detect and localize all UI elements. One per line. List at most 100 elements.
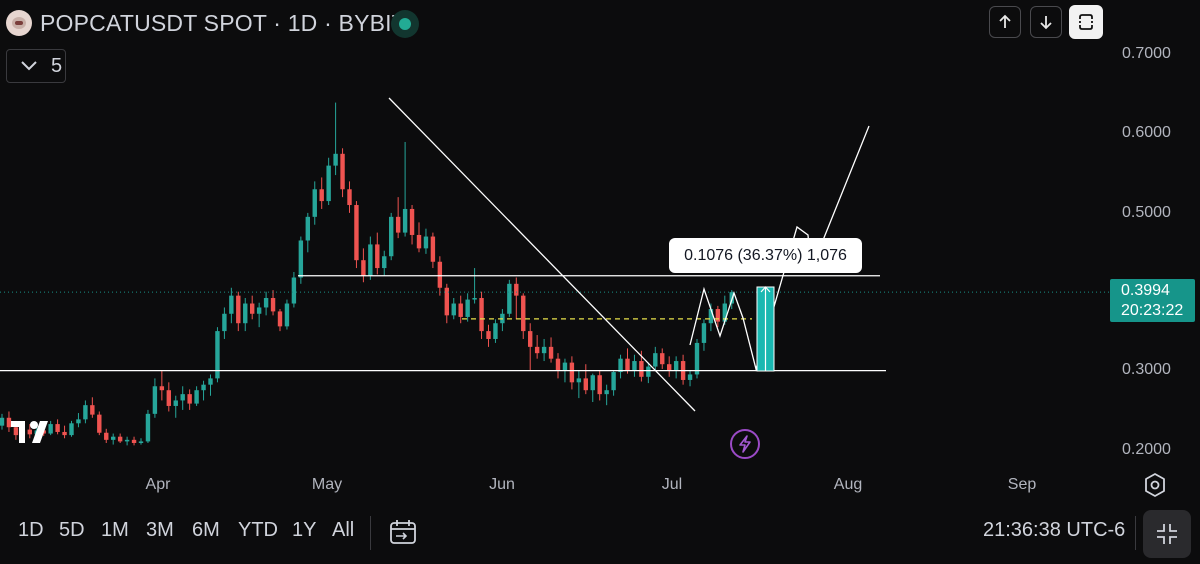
candle — [250, 295, 255, 320]
symbol-title[interactable]: POPCATUSDT SPOT · 1D · BYBIT — [40, 10, 406, 36]
arrow-down-button[interactable] — [1030, 6, 1062, 38]
arrow-down-icon — [1040, 16, 1052, 30]
candle — [201, 380, 206, 401]
collapse-arrows-icon — [1157, 524, 1177, 544]
candle — [354, 201, 359, 269]
range-all-button[interactable]: All — [332, 519, 355, 541]
candle — [76, 413, 81, 428]
candle — [145, 409, 151, 443]
drawings-group — [0, 97, 1110, 443]
range-1d-button[interactable]: 1D — [18, 519, 44, 541]
candle — [256, 302, 262, 328]
candle — [270, 290, 276, 316]
timezone-clock[interactable]: 21:36:38 UTC-6 — [983, 519, 1126, 541]
candle — [229, 287, 234, 324]
candle — [590, 373, 595, 403]
candle — [6, 411, 12, 432]
candle — [604, 384, 609, 406]
candle — [0, 413, 5, 430]
candle — [208, 374, 213, 396]
price-axis-label: 0.2000 — [1122, 441, 1171, 458]
range-6m-button[interactable]: 6M — [192, 519, 220, 541]
candle — [152, 378, 158, 418]
candle — [646, 362, 651, 384]
divider — [1135, 516, 1136, 550]
candle — [660, 348, 665, 369]
settings-gear-icon[interactable] — [1142, 472, 1168, 498]
candle — [117, 433, 123, 443]
candle — [222, 307, 227, 339]
candle — [701, 319, 707, 351]
candle — [69, 420, 74, 437]
candle — [124, 436, 130, 446]
candle — [597, 370, 602, 401]
candle — [423, 228, 429, 254]
candle — [375, 232, 380, 275]
range-ytd-button[interactable]: YTD — [238, 519, 278, 541]
price-axis-label: 0.7000 — [1122, 45, 1171, 62]
candle — [618, 354, 623, 379]
range-5d-button[interactable]: 5D — [59, 519, 85, 541]
range-3m-button[interactable]: 3M — [146, 519, 174, 541]
price-axis-label: 0.6000 — [1122, 124, 1171, 141]
candle — [291, 272, 297, 308]
candle — [27, 424, 32, 439]
lightning-icon[interactable] — [730, 429, 760, 459]
chevron-down-icon — [21, 61, 37, 71]
time-axis-label: Aug — [834, 476, 862, 493]
candle — [409, 205, 415, 245]
toggle-layout-button[interactable] — [1069, 5, 1103, 39]
candle — [382, 250, 387, 276]
trendline[interactable] — [388, 97, 696, 412]
candle — [395, 197, 401, 239]
symbol-logo — [6, 10, 32, 36]
candle — [687, 370, 693, 387]
candle — [111, 433, 116, 445]
candle — [131, 436, 137, 446]
candle — [90, 397, 95, 418]
candle — [653, 346, 658, 371]
time-axis: Apr May Jun Jul Aug Sep — [146, 476, 1037, 493]
indicator-count: 5 — [51, 54, 63, 77]
divider — [370, 516, 371, 550]
price-chart[interactable]: 0.7000 0.6000 0.5000 0.3000 0.2000 Apr May Jun… — [0, 0, 1200, 505]
candle — [611, 370, 616, 396]
candle — [541, 338, 547, 362]
candle — [187, 389, 192, 410]
candle — [83, 400, 88, 424]
candle — [173, 395, 178, 418]
indicators-toggle[interactable]: 5 — [6, 49, 66, 83]
candle — [465, 293, 470, 322]
candle — [305, 212, 310, 253]
candle — [194, 386, 199, 406]
candle — [97, 411, 102, 436]
price-axis-label: 0.3000 — [1122, 361, 1171, 378]
candle — [521, 293, 526, 339]
range-1y-button[interactable]: 1Y — [292, 519, 317, 541]
bottom-toolbar: 1D 5D 1M 3M 6M YTD 1Y All 21:36:38 UTC-6 — [0, 505, 1200, 564]
candle — [680, 354, 686, 385]
candle — [534, 335, 540, 359]
candle — [673, 356, 679, 379]
time-axis-label: Jun — [489, 476, 515, 493]
candle — [583, 364, 588, 395]
tradingview-logo — [11, 421, 48, 443]
candle — [180, 386, 185, 410]
range-1m-button[interactable]: 1M — [101, 519, 129, 541]
candle — [166, 382, 171, 412]
candle — [333, 102, 338, 176]
price-axis: 0.7000 0.6000 0.5000 0.3000 0.2000 — [1122, 45, 1171, 458]
go-to-date-calendar-icon[interactable] — [388, 517, 418, 547]
toggle-layout-icon — [1079, 14, 1093, 30]
candle — [458, 295, 463, 324]
candle — [632, 354, 637, 377]
candle — [430, 232, 436, 269]
market-status-icon[interactable] — [391, 10, 419, 38]
arrow-up-button[interactable] — [989, 6, 1021, 38]
measurement-label: 0.1076 (36.37%) 1,076 — [669, 238, 862, 273]
candle — [500, 309, 505, 332]
candle — [243, 298, 248, 332]
exit-fullscreen-button[interactable] — [1143, 510, 1191, 558]
bar-countdown: 20:23:22 — [1121, 302, 1184, 319]
candle — [402, 141, 408, 237]
